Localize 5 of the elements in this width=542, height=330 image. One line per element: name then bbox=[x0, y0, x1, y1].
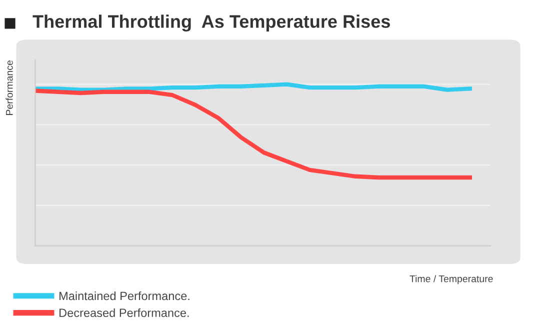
legend-label: Maintained Performance. bbox=[60, 291, 190, 300]
y-axis-title: Performance bbox=[6, 60, 13, 115]
x-axis-title: Time / Temperature bbox=[410, 275, 493, 284]
chart-title: Thermal Throttling As Temperature Rises bbox=[32, 14, 390, 32]
legend-label: Decreased Performance. bbox=[60, 308, 189, 318]
